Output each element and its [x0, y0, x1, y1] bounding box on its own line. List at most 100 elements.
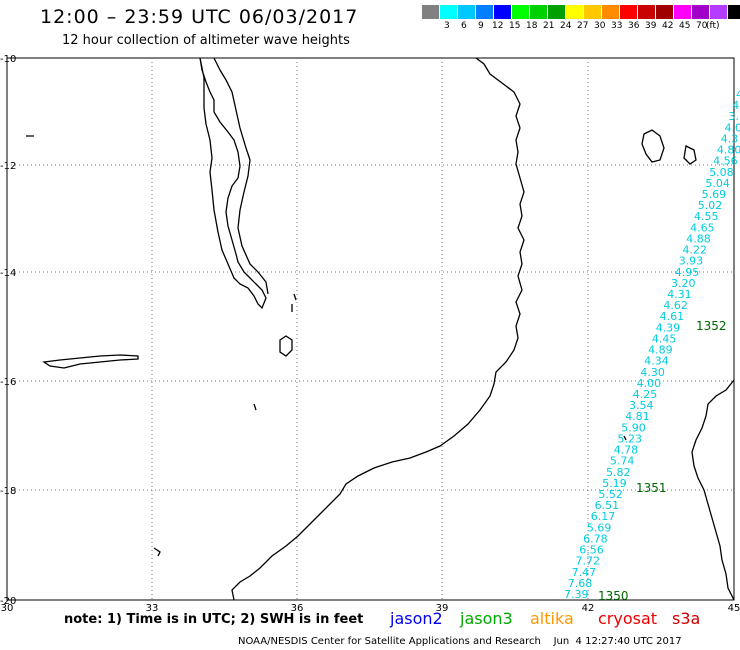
legend-swatch: [674, 5, 692, 19]
legend-label: 39: [645, 21, 657, 31]
legend-label: 3: [444, 21, 450, 31]
madagascar-coast: [691, 379, 735, 601]
pass-label: 1350: [598, 589, 629, 603]
wave-height-value: 7.47: [572, 566, 597, 579]
footer-credit: NOAA/NESDIS Center for Satellite Applica…: [238, 636, 682, 647]
legend-swatch: [638, 5, 656, 19]
legend-swatch: [494, 5, 512, 19]
lon-label: 45: [728, 603, 740, 614]
gridlines: [7, 58, 734, 600]
legend-swatch: [602, 5, 620, 19]
comoros-island: [641, 129, 665, 163]
wave-height-value: 4.56: [713, 155, 738, 168]
map-frame: [6, 57, 735, 601]
mayotte-island: [683, 145, 697, 165]
satellite-jason2: jason2: [390, 609, 443, 628]
mozambique-coast: [231, 57, 525, 601]
wave-height-value: 4.34: [644, 355, 669, 368]
wave-height-value: 5.02: [698, 199, 723, 212]
lat-label: -14: [0, 268, 16, 279]
wave-height-value: 4.65: [690, 221, 715, 234]
wave-height-value: 5.69: [702, 188, 727, 201]
wave-height-value: 5.82: [606, 466, 631, 479]
wave-height-value: 3.93: [679, 255, 704, 268]
wave-height-value: 4.30: [640, 366, 665, 379]
wave-height-value: 4.45: [652, 332, 677, 345]
wave-height-value: 6.78: [583, 532, 608, 545]
wave-height-value: 4.81: [625, 410, 650, 423]
wave-height-value: 7.72: [576, 555, 601, 568]
legend-label: 33: [611, 21, 623, 31]
wave-height-value: 6.51: [595, 499, 620, 512]
legend-swatch: [728, 5, 740, 19]
legend-swatch: [512, 5, 530, 19]
wave-height-value: 4.22: [683, 244, 708, 257]
pass-labels: 1352 1351 1350: [598, 319, 727, 603]
satellite-cryosat: cryosat: [598, 609, 658, 628]
wave-height-value: 3.20: [671, 277, 696, 290]
legend-swatch: [620, 5, 638, 19]
color-legend: [422, 5, 740, 19]
wave-height-value: 4.: [732, 99, 740, 112]
satellite-altika: altika: [530, 609, 574, 628]
wave-height-value: 4.78: [614, 444, 639, 457]
legend-label: 18: [526, 21, 538, 31]
wave-height-value: 4.80: [717, 144, 740, 157]
legend-label: 9: [478, 21, 484, 31]
wave-height-value: 3.54: [629, 399, 654, 412]
lon-label: 33: [146, 603, 159, 614]
legend-swatch: [530, 5, 548, 19]
wave-height-value: 4.89: [648, 344, 673, 357]
lake-malawi-east: [213, 57, 269, 295]
wave-height-value: 5.90: [621, 421, 646, 434]
legend-label: 15: [509, 21, 521, 31]
legend-label: 45: [679, 21, 691, 31]
legend-swatch: [710, 5, 728, 19]
legend-unit: (ft): [706, 21, 720, 31]
lake-marks: [253, 293, 297, 411]
wave-height-value: 3.: [728, 110, 739, 123]
wave-height-value: 5.23: [618, 432, 643, 445]
wave-height-value: 4.61: [660, 310, 685, 323]
wave-height-value: 6.56: [579, 544, 604, 557]
wave-height-value: 4.62: [663, 299, 688, 312]
wave-height-value: 4.39: [656, 321, 681, 334]
page-title: 12:00 – 23:59 UTC 06/03/2017: [40, 6, 359, 28]
satellite-s3a: s3a: [672, 609, 701, 628]
legend-label: 30: [594, 21, 606, 31]
legend-label: 70: [696, 21, 708, 31]
legend-swatch: [476, 5, 494, 19]
small-islands: [26, 135, 627, 557]
note-text: note: 1) Time is in UTC; 2) SWH is in fe…: [64, 612, 364, 627]
legend-swatch: [458, 5, 476, 19]
legend-swatch: [422, 5, 440, 19]
wave-height-value: 5.19: [602, 477, 627, 490]
legend-swatch: [692, 5, 710, 19]
legend-swatch: [566, 5, 584, 19]
lon-label: 30: [1, 603, 14, 614]
wave-height-value: 5.52: [598, 488, 623, 501]
legend-label: 27: [577, 21, 589, 31]
lat-label: -18: [0, 486, 16, 497]
coastlines: [26, 57, 735, 601]
satellite-jason3: jason3: [460, 609, 513, 628]
legend-label: 42: [662, 21, 674, 31]
wave-height-track: 4.4.3.4.04.34.804.565.085.045.695.024.55…: [564, 88, 740, 601]
lon-label: 36: [291, 603, 304, 614]
lon-label: 39: [436, 603, 449, 614]
legend-label: 24: [560, 21, 572, 31]
wave-height-value: 5.08: [709, 166, 734, 179]
lake-malawi-shore: [199, 57, 267, 310]
wave-height-value: 4.88: [686, 232, 711, 245]
pass-label: 1352: [696, 319, 727, 333]
legend-swatch: [440, 5, 458, 19]
legend-label: 6: [461, 21, 467, 31]
lat-label: -20: [0, 596, 16, 607]
legend-swatch: [548, 5, 566, 19]
wave-height-value: 4.00: [637, 377, 662, 390]
longitude-labels: 30 33 36 39 42 45: [1, 603, 740, 614]
wave-height-value: 6.17: [591, 510, 616, 523]
legend-label: 21: [543, 21, 555, 31]
wave-height-value: 4.: [736, 88, 740, 101]
